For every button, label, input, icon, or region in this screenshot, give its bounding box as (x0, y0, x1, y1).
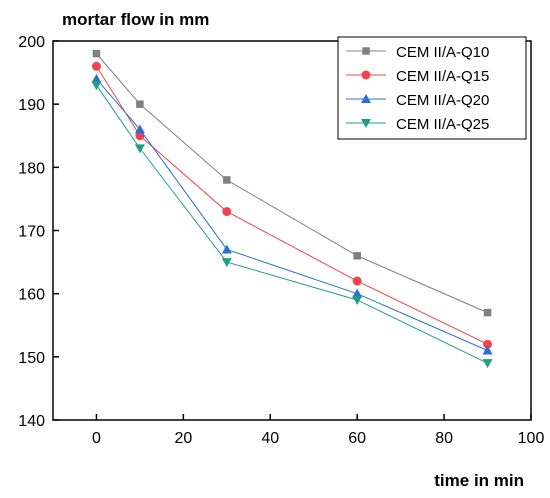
legend-label: CEM II/A-Q10 (396, 44, 489, 61)
data-point (91, 81, 102, 91)
y-tick-label: 160 (18, 287, 45, 304)
legend-item: CEM II/A-Q10 (346, 44, 489, 61)
legend: CEM II/A-Q10 CEM II/A-Q15 CEM II/A-Q20 CEM … (337, 36, 527, 140)
series-layer (91, 49, 493, 369)
y-axis-title: mortar flow in mm (62, 10, 209, 29)
series-1 (92, 49, 492, 317)
x-tick-label: 60 (348, 430, 366, 447)
x-axis-title: time in min (434, 471, 524, 490)
x-tick-label: 100 (518, 430, 545, 447)
data-point (482, 345, 493, 355)
legend-marker (362, 47, 370, 55)
x-tick-label: 20 (174, 430, 192, 447)
series-4 (91, 81, 493, 369)
x-tick-label: 80 (435, 430, 453, 447)
data-point (92, 49, 101, 58)
data-point (482, 359, 493, 369)
data-point (91, 73, 102, 83)
y-tick-label: 180 (18, 160, 45, 177)
legend-item: CEM II/A-Q15 (346, 68, 489, 85)
legend-item: CEM II/A-Q20 (346, 92, 489, 109)
data-point (352, 288, 363, 298)
data-point (483, 308, 492, 317)
y-tick-label: 150 (18, 350, 45, 367)
legend-marker (361, 94, 371, 103)
data-point (136, 100, 144, 108)
legend-item: CEM II/A-Q25 (346, 116, 489, 133)
data-point (222, 207, 232, 217)
data-point (352, 295, 363, 305)
legend-marker (361, 119, 371, 128)
y-tick-label: 170 (18, 224, 45, 241)
series-3 (91, 73, 493, 355)
data-point (353, 252, 361, 260)
y-tick-label: 200 (18, 34, 45, 51)
data-point (135, 131, 145, 141)
data-point (91, 61, 101, 71)
data-point (221, 244, 232, 254)
data-point (134, 124, 145, 134)
x-tick-label: 40 (261, 430, 279, 447)
data-point (134, 144, 145, 154)
legend-label: CEM II/A-Q15 (396, 68, 489, 85)
data-point (221, 258, 232, 268)
data-point (223, 176, 231, 184)
legend-label: CEM II/A-Q25 (396, 116, 489, 133)
y-tick-label: 190 (18, 97, 45, 114)
legend-marker (361, 70, 371, 80)
data-point (352, 276, 362, 286)
x-tick-label: 0 (92, 430, 101, 447)
legend-label: CEM II/A-Q20 (396, 92, 489, 109)
data-point (483, 339, 493, 349)
y-tick-label: 140 (18, 413, 45, 430)
axes: 0 20 40 60 80 100 140 150 160 170 180 190 200 (18, 34, 544, 447)
